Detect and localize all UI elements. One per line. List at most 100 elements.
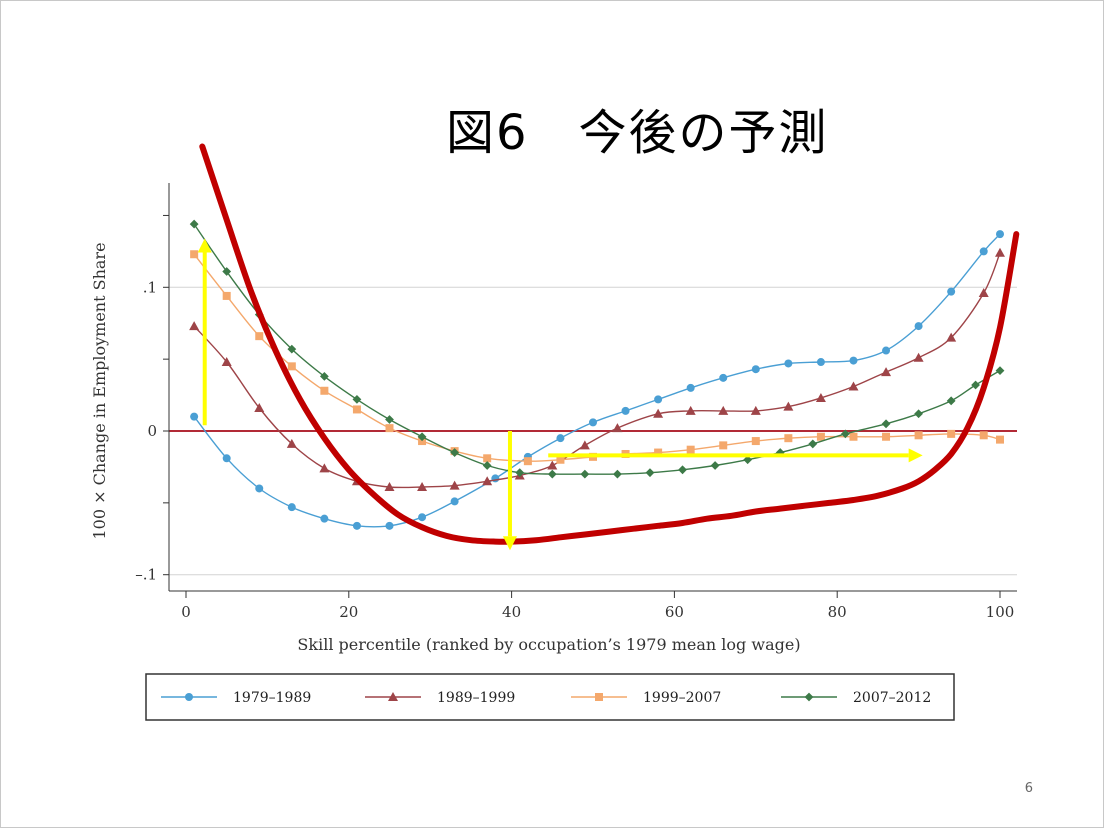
data-point: [491, 474, 500, 483]
x-tick-label: 20: [339, 603, 358, 621]
data-point: [840, 429, 850, 439]
data-point: [784, 359, 793, 368]
data-point: [450, 497, 459, 506]
data-point: [286, 438, 297, 448]
data-point: [580, 469, 590, 479]
data-point: [914, 409, 923, 419]
data-point: [612, 423, 623, 433]
data-point: [996, 230, 1004, 239]
data-point: [547, 469, 557, 479]
data-point: [751, 365, 760, 374]
data-point: [686, 445, 695, 454]
yellow-arrow-head-3: [908, 448, 923, 463]
data-point: [579, 440, 590, 450]
overlay-layer: [197, 143, 1020, 551]
grid-layer: [169, 286, 1017, 576]
data-point: [320, 386, 329, 395]
data-point: [190, 412, 199, 421]
data-point: [914, 431, 923, 440]
data-point: [816, 432, 825, 441]
legend-marker-2: [388, 692, 398, 701]
data-point: [654, 448, 663, 457]
data-point: [979, 247, 988, 256]
data-point: [482, 461, 492, 470]
y-tick-label: 0: [147, 422, 157, 440]
data-point: [287, 344, 297, 354]
data-point: [718, 405, 729, 415]
data-point: [881, 419, 891, 429]
data-point: [685, 405, 696, 415]
data-point: [255, 484, 264, 493]
data-point: [882, 432, 891, 441]
data-point: [417, 432, 427, 442]
data-point: [483, 454, 492, 463]
data-point: [979, 431, 988, 440]
data-point: [589, 418, 597, 427]
data-point: [710, 461, 720, 470]
x-tick-label: 60: [665, 603, 684, 621]
legend-label-2: 1989–1999: [437, 690, 515, 706]
data-point: [914, 322, 923, 331]
data-point: [751, 437, 760, 446]
data-point: [556, 455, 565, 464]
data-point: [678, 465, 687, 475]
legend-marker-4: [804, 692, 814, 702]
data-point: [645, 468, 655, 478]
data-point: [222, 454, 231, 463]
legend-label-3: 1999–2007: [643, 690, 721, 706]
yellow-arrow-head-1: [197, 238, 212, 253]
data-point: [784, 434, 793, 443]
data-point: [320, 514, 329, 523]
data-point: [995, 366, 1005, 376]
data-point: [816, 358, 825, 367]
data-point: [783, 401, 794, 411]
data-point: [621, 406, 630, 415]
x-tick-label: 0: [181, 603, 191, 621]
data-point: [189, 219, 199, 229]
data-point: [515, 468, 525, 478]
data-point: [654, 395, 663, 404]
data-point: [971, 380, 980, 390]
data-point: [385, 415, 394, 424]
legend: 1979–1989 1989–1999 1999–2007 2007–2012: [145, 673, 955, 721]
data-point: [352, 394, 362, 404]
series-line-1: [193, 233, 1001, 528]
x-tick-label: 40: [502, 603, 521, 621]
data-point: [254, 403, 265, 413]
data-point: [849, 432, 858, 441]
data-point: [881, 367, 892, 377]
y-axis-title: 100 × Change in Employment Share: [90, 242, 109, 539]
data-point: [482, 476, 493, 486]
data-point: [719, 373, 728, 382]
data-point: [978, 288, 989, 298]
data-point: [653, 408, 664, 418]
data-point: [719, 441, 728, 450]
x-tick-label: 80: [828, 603, 847, 621]
data-point: [222, 291, 231, 300]
data-point: [352, 521, 361, 530]
data-point: [848, 381, 859, 391]
data-point: [547, 460, 558, 470]
data-point: [808, 439, 818, 449]
data-point: [319, 463, 330, 473]
data-point: [947, 287, 956, 296]
series-layer: [189, 219, 1005, 530]
data-point: [947, 429, 956, 438]
data-point: [913, 352, 924, 362]
data-point: [450, 448, 460, 457]
data-point: [221, 357, 232, 367]
data-point: [613, 469, 622, 479]
data-point: [222, 267, 232, 276]
data-point: [946, 332, 957, 342]
data-point: [523, 457, 532, 466]
data-point: [849, 356, 858, 365]
data-point: [996, 435, 1004, 444]
y-tick-label: .1: [143, 278, 157, 296]
data-point: [190, 250, 199, 259]
data-point: [743, 455, 753, 465]
y-tick-label: –.1: [135, 566, 157, 584]
data-point: [449, 480, 460, 490]
x-tick-label: 100: [986, 603, 1015, 621]
